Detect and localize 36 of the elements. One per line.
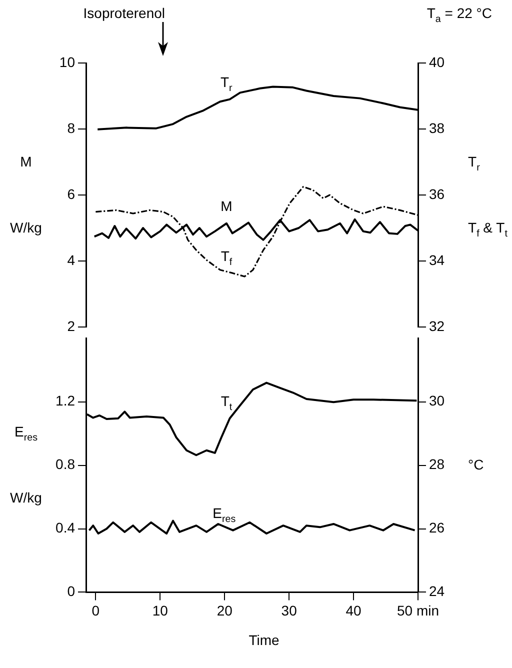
y2-tick-label: 28: [429, 456, 445, 472]
y2-tick-label: 26: [429, 520, 445, 536]
text: T$_{r}$ T$_{f}$ & T$_{t}$: [468, 154, 508, 240]
y-tick-label: 8: [67, 120, 76, 136]
text: M W/kg: [10, 154, 42, 236]
series-label: T$_{f}$: [220, 247, 232, 268]
series-label: M: [220, 197, 232, 216]
y2-tick-label: 36: [429, 186, 445, 202]
x-tick-label: 40: [346, 602, 362, 618]
x-tick-label: 50 min: [396, 602, 440, 618]
y-tick-label: 6: [67, 186, 76, 202]
x-tick-label: 20: [216, 602, 233, 618]
y-tick-label: 0: [67, 583, 76, 600]
y-tick-label: 1.2: [56, 392, 76, 409]
y2-tick-label: 38: [429, 120, 445, 136]
y2-tick-label: 24: [429, 583, 445, 600]
x-tick-label: 30: [281, 602, 298, 618]
x-tick-label: 0: [92, 602, 100, 618]
series-label: T$_{t}$: [220, 392, 232, 414]
text: T$_{a}$ = 22 °C: [426, 4, 492, 25]
y2-tick-label: 40: [429, 54, 445, 70]
y2-tick-label: 34: [429, 252, 445, 268]
y2-tick-label: 32: [429, 318, 445, 334]
x-axis-title: Time: [248, 631, 280, 649]
y-tick-label: 4: [67, 252, 76, 268]
text: E$_{res}$ W/kg: [10, 424, 42, 506]
x-tick-label: 10: [152, 602, 168, 618]
y2-axis-title: °C: [468, 456, 484, 475]
text: Isoproterenol: [83, 4, 165, 22]
series-label: T$_{r}$: [220, 73, 232, 94]
y-tick-label: 0.8: [56, 456, 76, 472]
y-tick-label: 10: [59, 54, 76, 70]
y2-tick-label: 30: [429, 392, 445, 409]
series-label: E$_{res}$: [212, 504, 236, 526]
y-tick-label: 2: [67, 318, 76, 334]
y-tick-label: 0.4: [56, 520, 76, 536]
